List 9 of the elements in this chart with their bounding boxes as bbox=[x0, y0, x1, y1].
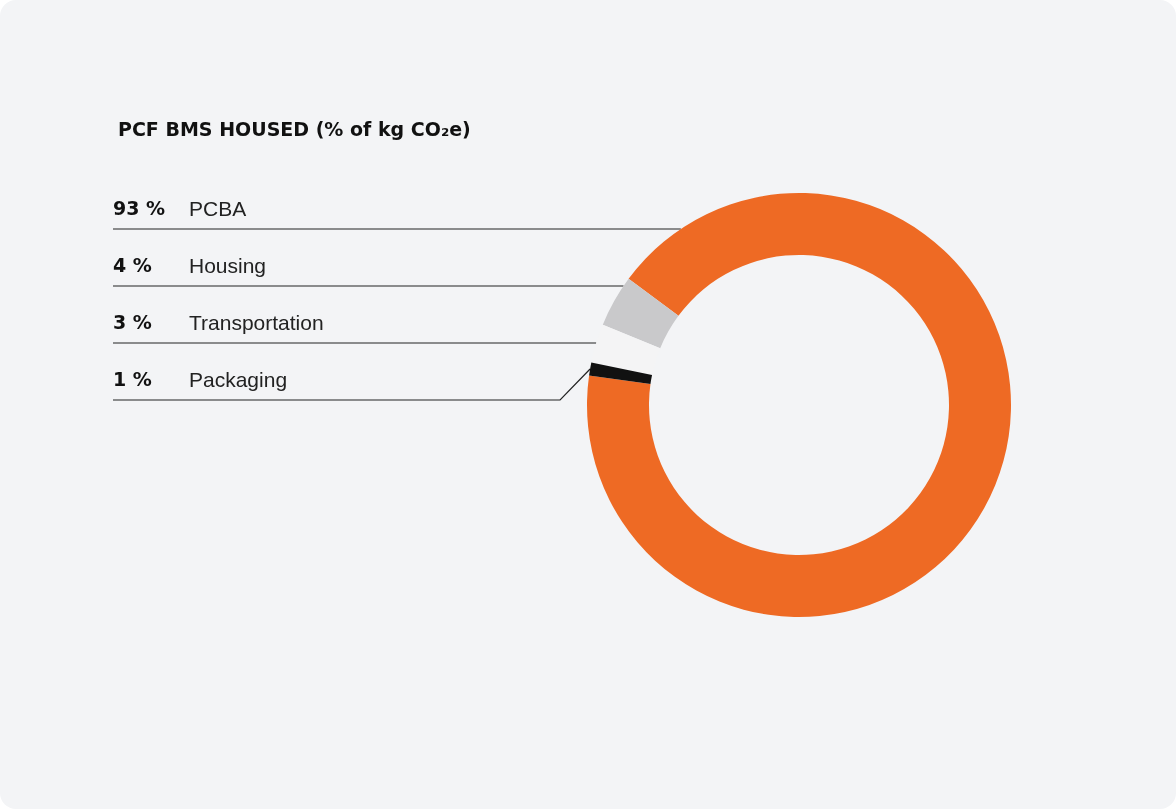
data-label: 1 % bbox=[113, 368, 152, 390]
data-label: 3 % bbox=[113, 311, 152, 333]
chart-title: PCF BMS HOUSED (% of kg CO₂e) bbox=[118, 117, 471, 140]
slice-label: Transportation bbox=[189, 310, 324, 334]
slice-label: PCBA bbox=[189, 196, 247, 220]
data-label: 4 % bbox=[113, 254, 152, 276]
data-label: 93 % bbox=[113, 197, 166, 219]
slice-label: Housing bbox=[189, 253, 267, 277]
slice-label: Packaging bbox=[189, 367, 288, 391]
